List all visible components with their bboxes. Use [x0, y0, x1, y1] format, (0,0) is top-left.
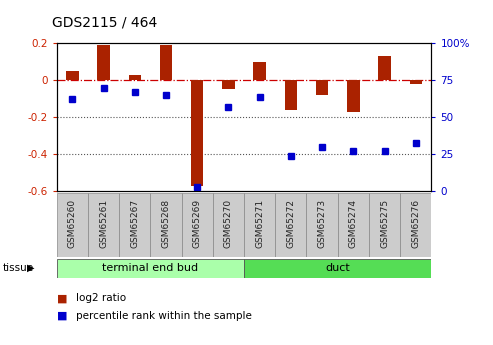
Bar: [222, 80, 235, 89]
Text: ■: ■: [57, 311, 67, 321]
Bar: [191, 80, 204, 186]
Bar: [410, 80, 422, 84]
Bar: [150, 193, 181, 257]
Bar: [316, 80, 328, 95]
Bar: [244, 259, 431, 278]
Bar: [88, 193, 119, 257]
Bar: [369, 193, 400, 257]
Bar: [57, 193, 88, 257]
Bar: [129, 75, 141, 80]
Text: log2 ratio: log2 ratio: [76, 294, 127, 303]
Text: GSM65267: GSM65267: [130, 199, 139, 248]
Bar: [400, 193, 431, 257]
Text: GSM65273: GSM65273: [317, 199, 326, 248]
Bar: [275, 193, 307, 257]
Text: GSM65274: GSM65274: [349, 199, 358, 248]
Text: GSM65260: GSM65260: [68, 199, 77, 248]
Text: GSM65276: GSM65276: [411, 199, 420, 248]
Bar: [97, 45, 110, 80]
Text: percentile rank within the sample: percentile rank within the sample: [76, 311, 252, 321]
Text: tissue: tissue: [2, 263, 34, 273]
Text: ▶: ▶: [27, 263, 34, 273]
Text: GSM65261: GSM65261: [99, 199, 108, 248]
Text: GSM65271: GSM65271: [255, 199, 264, 248]
Text: ■: ■: [57, 294, 67, 303]
Bar: [213, 193, 244, 257]
Bar: [66, 71, 78, 80]
Bar: [181, 193, 213, 257]
Bar: [347, 80, 359, 112]
Bar: [378, 56, 391, 80]
Bar: [253, 62, 266, 80]
Bar: [307, 193, 338, 257]
Text: GSM65272: GSM65272: [286, 199, 295, 248]
Bar: [57, 259, 244, 278]
Text: GSM65268: GSM65268: [162, 199, 171, 248]
Bar: [160, 45, 172, 80]
Bar: [119, 193, 150, 257]
Text: GSM65269: GSM65269: [193, 199, 202, 248]
Text: GSM65275: GSM65275: [380, 199, 389, 248]
Text: GSM65270: GSM65270: [224, 199, 233, 248]
Bar: [338, 193, 369, 257]
Text: duct: duct: [325, 263, 350, 273]
Bar: [284, 80, 297, 110]
Text: GDS2115 / 464: GDS2115 / 464: [52, 15, 157, 29]
Text: terminal end bud: terminal end bud: [103, 263, 198, 273]
Bar: [244, 193, 275, 257]
